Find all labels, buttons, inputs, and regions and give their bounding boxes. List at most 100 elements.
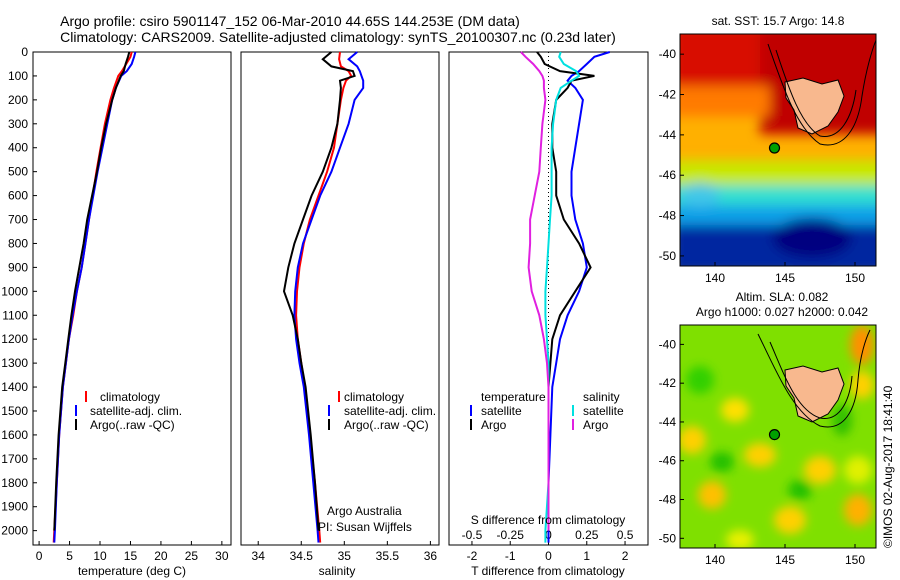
- depth-tick-label: 700: [8, 213, 28, 227]
- series-line-t-satellite: [547, 51, 610, 543]
- temperature-x-label: temperature (deg C): [78, 564, 186, 578]
- sla-map-subtitle: Argo h1000: 0.027 h2000: 0.042: [696, 305, 868, 319]
- depth-tick-label: 1800: [1, 476, 28, 490]
- timestamp-side-label: ©IMOS 02-Aug-2017 18:41:40: [881, 385, 895, 548]
- x-tick-label: 5: [66, 549, 73, 563]
- s-difference-label: S difference from climatology: [471, 513, 626, 527]
- salinity-legend: climatology satellite-adj. clim. Argo(..…: [328, 390, 436, 432]
- lon-tick-label: 140: [705, 553, 725, 567]
- depth-contour: [757, 329, 871, 428]
- temperature-lines: [52, 51, 137, 543]
- t-difference-label: T difference from climatology: [471, 564, 625, 578]
- x-tick-label: 30: [215, 549, 229, 563]
- sst-map-panel: sat. SST: 15.7 Argo: 14.8 140 145 150 -40 -4…: [659, 14, 877, 285]
- depth-tick-label: 1600: [1, 428, 28, 442]
- x-tick-label: 35: [338, 549, 352, 563]
- depth-tick-label: 2000: [1, 524, 28, 538]
- legend-header-temperature: temperature: [481, 390, 546, 404]
- salinity-axes-frame: [240, 51, 440, 546]
- salinity-x-axis: 34 34.5 35 35.5 36: [252, 541, 438, 563]
- series-line-argo-raw-qc: [53, 51, 131, 531]
- lon-tick-label: 145: [775, 553, 795, 567]
- lat-tick-label: -48: [659, 209, 677, 223]
- series-line-climatology: [295, 51, 353, 543]
- depth-tick-label: 1100: [2, 308, 28, 322]
- legend-label-s-argo: Argo: [583, 418, 609, 432]
- tasmania-landmass: [784, 365, 845, 423]
- sst-map-axes: 140 145 150 -40 -42 -44 -46 -48 -50: [659, 47, 866, 285]
- temperature-axes-frame: [32, 51, 232, 546]
- depth-tick-label: 400: [8, 141, 28, 155]
- lon-tick-label: 150: [845, 271, 865, 285]
- series-line-argo-raw-qc: [282, 51, 356, 531]
- figure-title-line1: Argo profile: csiro 5901147_152 06-Mar-2…: [60, 13, 520, 29]
- series-line-s-argo: [520, 51, 550, 531]
- sst-field: [680, 34, 876, 266]
- depth-tick-label: 300: [8, 117, 28, 131]
- s-tick-label: -0.5: [462, 528, 483, 542]
- lat-tick-label: -48: [659, 493, 677, 507]
- x-tick-label: 36: [424, 549, 438, 563]
- sst-map-frame: [679, 33, 877, 267]
- depth-tick-label: 0: [21, 45, 28, 59]
- series-line-t-argo: [536, 51, 595, 531]
- depth-tick-label: 1000: [1, 284, 28, 298]
- legend-label-t-argo: Argo: [481, 418, 507, 432]
- legend-label-satellite-adj: satellite-adj. clim.: [344, 404, 436, 418]
- x-tick-label: 20: [154, 549, 168, 563]
- salinity-lines: [282, 51, 365, 543]
- s-tick-label: -0.25: [497, 528, 525, 542]
- x-tick-label: 25: [185, 549, 199, 563]
- temperature-x-axis: 0 5 10 15 20 25 30: [36, 541, 229, 563]
- depth-tick-label: 1300: [1, 356, 28, 370]
- series-line-s-satellite: [544, 51, 581, 543]
- lat-tick-label: -44: [659, 415, 677, 429]
- depth-tick-label: 1700: [1, 452, 28, 466]
- lat-tick-label: -42: [659, 376, 677, 390]
- depth-tick-label: 200: [8, 93, 28, 107]
- depth-tick-label: 1200: [1, 332, 28, 346]
- difference-legend: temperature salinity satellite Argo sate…: [470, 390, 624, 432]
- series-line-climatology: [52, 51, 133, 543]
- depth-contour: [767, 39, 876, 146]
- s-tick-label: 0.25: [575, 528, 599, 542]
- legend-label-satellite-adj: satellite-adj. clim.: [90, 404, 182, 418]
- legend-label-climatology: climatology: [344, 390, 404, 404]
- x-tick-label: 10: [93, 549, 107, 563]
- legend-header-salinity: salinity: [583, 390, 620, 404]
- depth-contour-inner: [769, 341, 853, 419]
- series-line-satellite-adj-clim: [293, 51, 365, 543]
- depth-tick-label: 600: [8, 189, 28, 203]
- sst-map-title: sat. SST: 15.7 Argo: 14.8: [712, 14, 845, 28]
- x-tick-label: 0: [545, 549, 552, 563]
- lat-tick-label: -44: [659, 128, 677, 142]
- lat-tick-label: -46: [659, 454, 677, 468]
- depth-tick-label: 800: [8, 236, 28, 250]
- lat-tick-label: -50: [659, 249, 677, 263]
- argo-float-marker: [768, 429, 781, 441]
- depth-tick-label: 100: [8, 69, 28, 83]
- x-tick-label: 34.5: [290, 549, 314, 563]
- legend-label-argo: Argo(..raw -QC): [90, 418, 175, 432]
- sla-map-panel: Altim. SLA: 0.082 Argo h1000: 0.027 h200…: [659, 290, 877, 567]
- difference-x-axis: -2 -1 0 1 2-0.5 -0.25 0 0.25 0.5: [462, 528, 634, 563]
- temperature-legend: climatology satellite-adj. clim. Argo(..…: [75, 390, 182, 432]
- x-tick-label: 35.5: [376, 549, 400, 563]
- depth-axis: 0 100 200 300 400 500 600 700 800 900 1000 1100 1200…: [1, 45, 37, 538]
- credit-pi: PI: Susan Wijffels: [318, 520, 412, 534]
- lat-tick-label: -46: [659, 168, 677, 182]
- lat-tick-label: -50: [659, 531, 677, 545]
- lon-tick-label: 140: [705, 271, 725, 285]
- depth-tick-label: 1400: [1, 380, 28, 394]
- lon-tick-label: 145: [775, 271, 795, 285]
- credit-argo-australia: Argo Australia: [327, 504, 402, 518]
- x-tick-label: 1: [583, 549, 590, 563]
- salinity-x-label: salinity: [319, 564, 356, 578]
- lon-tick-label: 150: [845, 553, 865, 567]
- legend-label-s-satellite: satellite: [583, 404, 624, 418]
- legend-label-argo: Argo(..raw -QC): [344, 418, 429, 432]
- salinity-panel: 34 34.5 35 35.5 36 salinity climatology sate…: [240, 51, 440, 578]
- legend-label-climatology: climatology: [100, 390, 160, 404]
- lat-tick-label: -40: [659, 337, 677, 351]
